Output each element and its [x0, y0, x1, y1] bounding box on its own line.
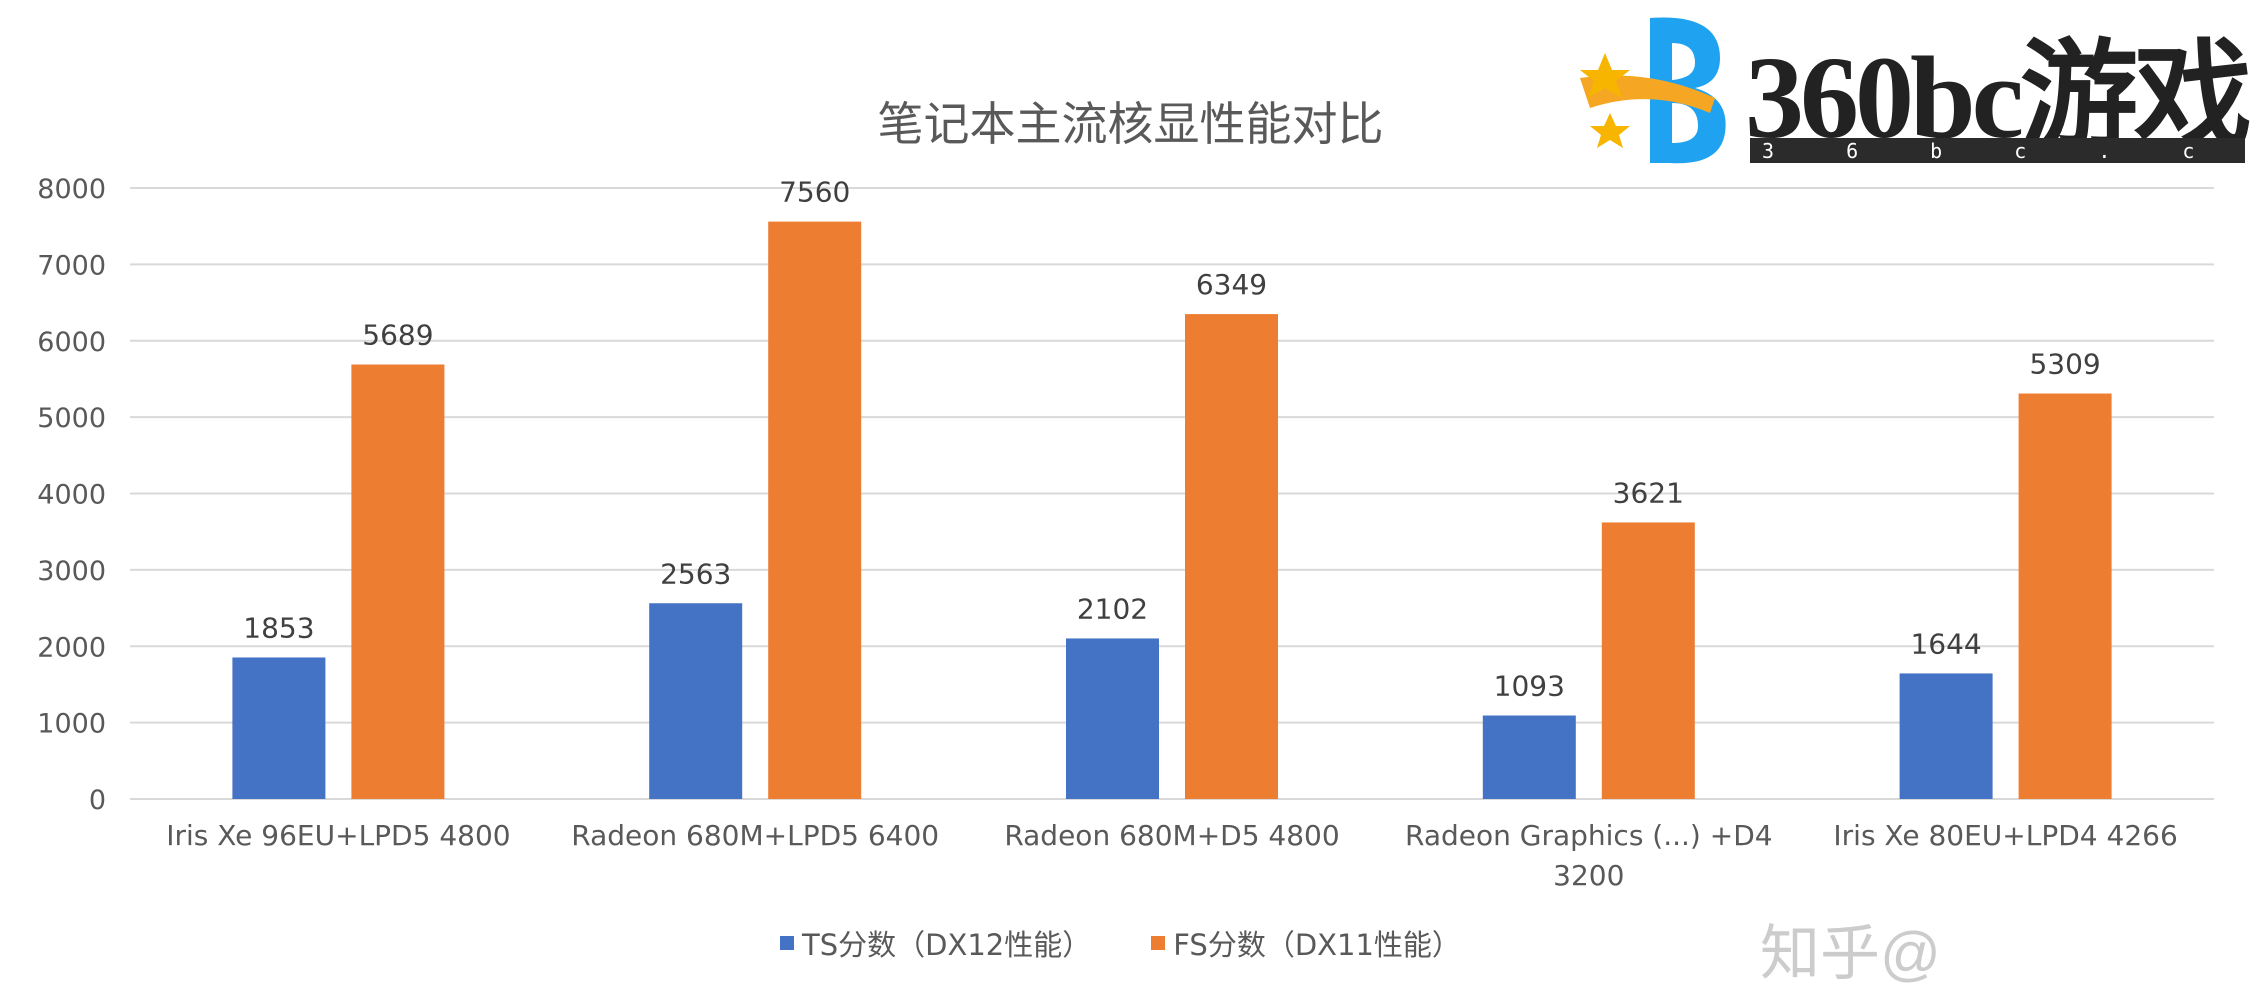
watermark-url-text: 3 6 b c . c c [1762, 138, 2245, 163]
chart-title: 笔记本主流核显性能对比 [877, 97, 1384, 151]
y-tick-label: 6000 [37, 327, 106, 358]
data-label: 6349 [1196, 268, 1267, 301]
data-label: 2102 [1077, 592, 1148, 625]
data-label: 5689 [362, 319, 433, 352]
bar-ts [1899, 673, 1993, 799]
y-tick-label: 7000 [37, 250, 106, 281]
watermark-b-star-icon [1580, 17, 1726, 164]
bar-fs [1185, 314, 1278, 799]
bar-fs [1601, 522, 1695, 799]
bar-ts [1482, 715, 1576, 799]
bar-ts [1066, 638, 1159, 799]
watermark-url: 3 6 b c . c c [1750, 138, 2245, 163]
data-label: 1644 [1910, 627, 1981, 660]
legend: TS分数（DX12性能） FS分数（DX11性能） [780, 922, 1461, 964]
data-label: 3621 [1613, 476, 1684, 509]
data-label: 5309 [2029, 348, 2100, 381]
data-label: 1853 [243, 611, 314, 644]
watermark-faint: 知乎@ [1760, 920, 1941, 987]
x-tick-label: Iris Xe 96EU+LPD5 4800 [166, 819, 510, 852]
x-tick-label: Radeon 680M+LPD5 6400 [571, 819, 939, 852]
bar-fs [351, 364, 445, 799]
legend-swatch-ts [780, 936, 794, 950]
legend-label-fs: FS分数（DX11性能） [1173, 928, 1461, 962]
bar-fs [2018, 393, 2112, 799]
bar-ts [649, 603, 743, 799]
y-tick-label: 3000 [37, 556, 106, 587]
x-tick-label: 3200 [1553, 859, 1624, 892]
bar-ts [232, 657, 326, 799]
legend-swatch-fs [1151, 936, 1166, 950]
x-tick-label: Radeon Graphics (...) +D4 [1405, 819, 1773, 852]
data-label: 2563 [660, 557, 731, 590]
bar-fs [768, 221, 862, 800]
y-tick-label: 1000 [37, 709, 106, 740]
data-label: 1093 [1494, 670, 1565, 703]
y-tick-label: 5000 [37, 403, 106, 434]
y-tick-label: 2000 [37, 632, 106, 663]
legend-label-ts: TS分数（DX12性能） [802, 928, 1092, 962]
legend-item-fs: FS分数（DX11性能） [1151, 922, 1461, 964]
legend-item-ts: TS分数（DX12性能） [780, 922, 1091, 964]
y-tick-label: 4000 [37, 480, 106, 511]
watermark-logo: 360bc游戏 3 6 b c . c c [1580, 8, 2260, 168]
y-tick-label: 0 [89, 785, 106, 816]
x-tick-label: Iris Xe 80EU+LPD4 4266 [1833, 819, 2177, 852]
x-tick-label: Radeon 680M+D5 4800 [1004, 819, 1339, 852]
y-tick-label: 8000 [37, 174, 106, 205]
data-label: 7560 [779, 176, 850, 209]
